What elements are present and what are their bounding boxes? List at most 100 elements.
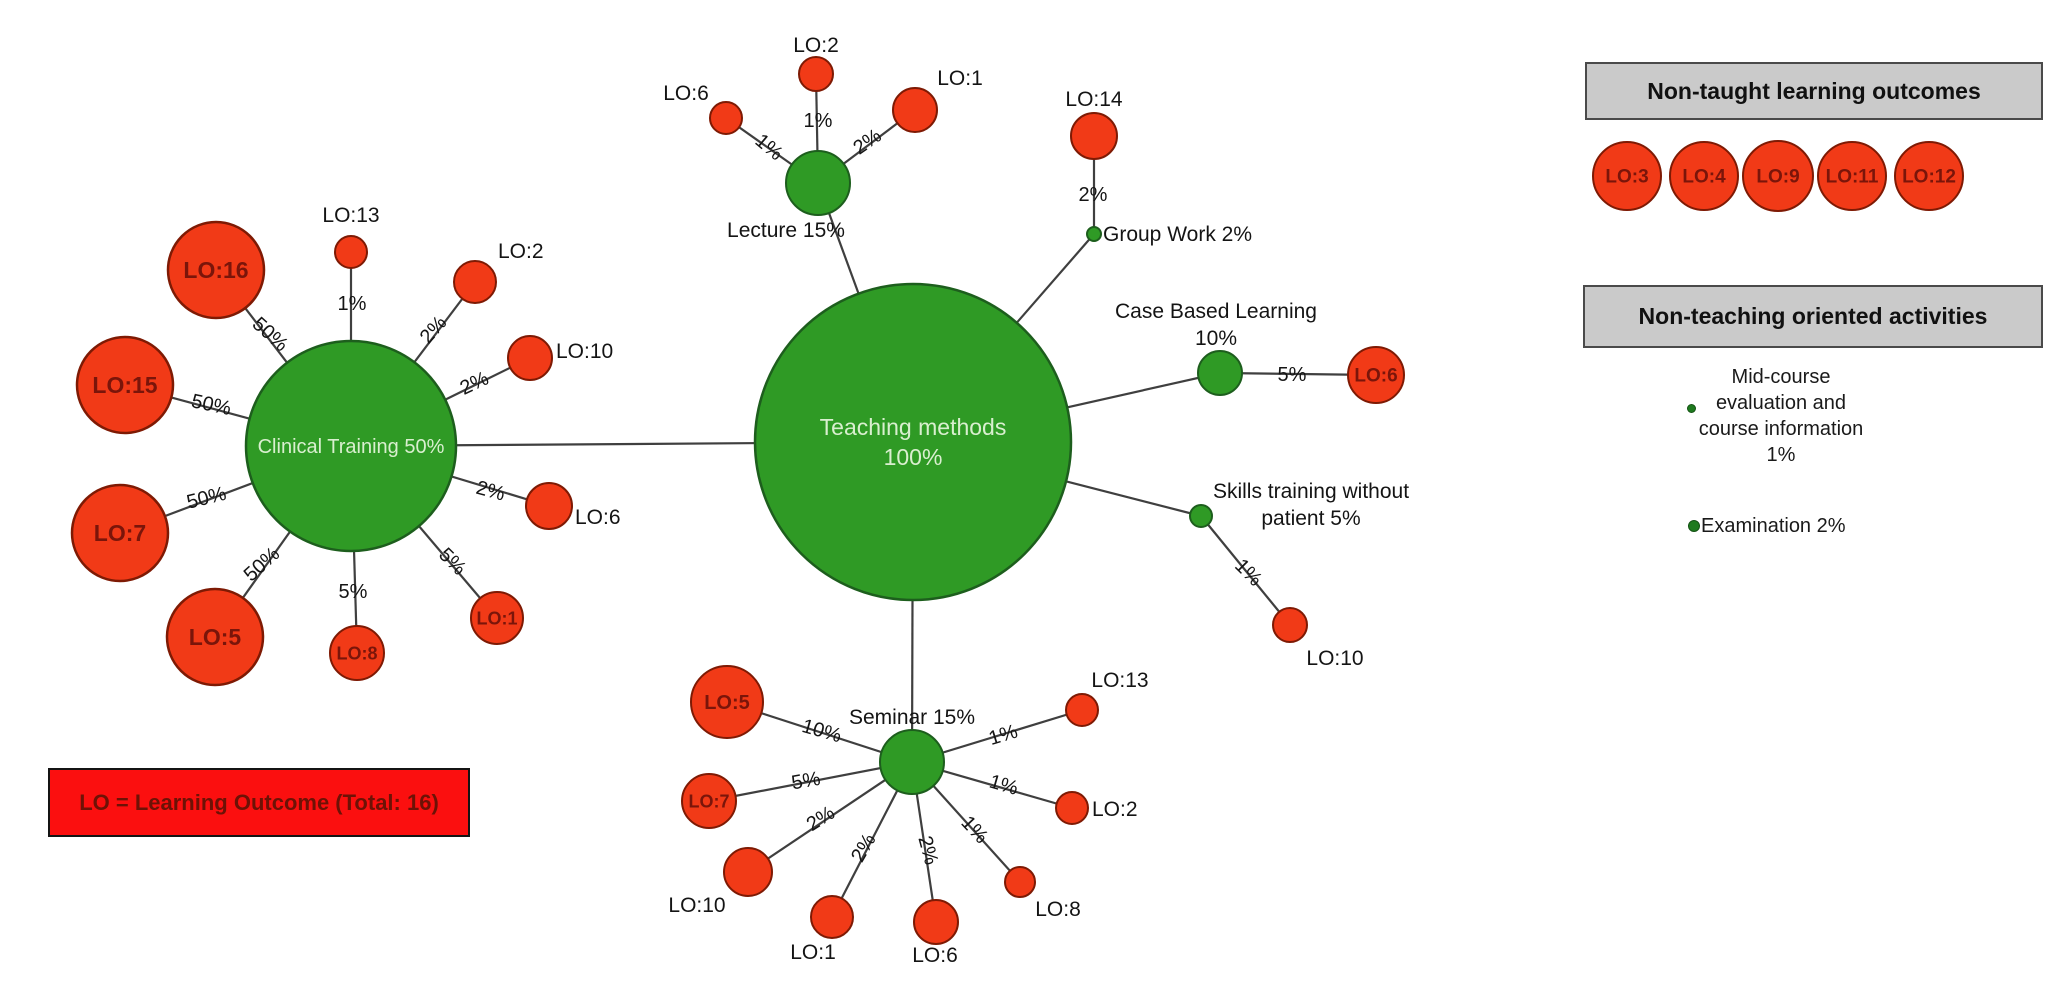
edge-label-seminar-lo5-seminar: 10% bbox=[799, 715, 844, 747]
node-teaching-methods bbox=[753, 282, 1073, 602]
node-label-lo1-clinical: LO:1 bbox=[476, 608, 517, 628]
midcourse-dot-icon bbox=[1687, 404, 1696, 413]
node-skills-training bbox=[1189, 504, 1213, 528]
node-seminar bbox=[879, 729, 945, 795]
node-label-lo10-clinical: LO:10 bbox=[556, 340, 613, 363]
node-lo9-panel bbox=[1742, 140, 1814, 212]
edge-label-clinical-training-lo8-clinical: 5% bbox=[339, 581, 368, 603]
edge-label-clinical-training-lo13-clinical: 1% bbox=[338, 293, 367, 315]
node-label-lo10-skills: LO:10 bbox=[1306, 647, 1363, 670]
node-lo1-lecture bbox=[892, 87, 938, 133]
node-label-lo15-clinical: LO:15 bbox=[92, 372, 157, 398]
edge-label-seminar-lo7-seminar: 5% bbox=[790, 768, 823, 795]
examination-item: Examination 2% bbox=[1688, 514, 1846, 538]
edge-skills-training-lo10-skills bbox=[1200, 515, 1291, 626]
node-lo6-clinical bbox=[525, 482, 573, 530]
node-label-case-based-learning: Case Based Learning 10% bbox=[1115, 300, 1317, 350]
node-label-lo5-clinical: LO:5 bbox=[189, 624, 242, 650]
node-lo2-seminar bbox=[1055, 791, 1089, 825]
examination-dot-icon bbox=[1688, 520, 1700, 532]
node-lo2-lecture bbox=[798, 56, 834, 92]
node-lo11-panel bbox=[1817, 141, 1887, 211]
node-lo12-panel bbox=[1894, 141, 1964, 211]
node-lo1-clinical bbox=[470, 591, 524, 645]
node-label-lecture: Lecture 15% bbox=[727, 219, 845, 242]
node-label-lo1-seminar: LO:1 bbox=[790, 941, 836, 964]
examination-label: Examination 2% bbox=[1701, 514, 1846, 537]
node-label-lo12-panel: LO:12 bbox=[1902, 167, 1956, 188]
node-label-lo2-lecture: LO:2 bbox=[793, 34, 839, 57]
node-label-clinical-training: Clinical Training 50% bbox=[258, 436, 445, 458]
edge-label-lecture-lo6-lecture: 1% bbox=[751, 130, 787, 166]
edge-label-group-work-lo14: 2% bbox=[1079, 184, 1108, 206]
node-lo10-seminar bbox=[723, 847, 773, 897]
node-label-lo14: LO:14 bbox=[1065, 88, 1123, 111]
node-label-skills-training: Skills training without patient 5% bbox=[1213, 480, 1409, 530]
edge-label-clinical-training-lo15-clinical: 50% bbox=[189, 390, 233, 420]
node-lo6-seminar bbox=[913, 899, 959, 945]
node-lo6-case bbox=[1347, 346, 1405, 404]
node-lo7-clinical bbox=[70, 483, 170, 583]
edge-label-clinical-training-lo2-clinical: 2% bbox=[416, 312, 452, 348]
node-label-lo2-clinical: LO:2 bbox=[498, 240, 544, 263]
node-lo10-skills bbox=[1272, 607, 1308, 643]
node-label-lo7-seminar: LO:7 bbox=[688, 791, 729, 811]
node-label-lo7-clinical: LO:7 bbox=[94, 520, 146, 546]
non-teaching-activities-header: Non-teaching oriented activities bbox=[1583, 285, 2043, 348]
node-lo3-panel bbox=[1592, 141, 1662, 211]
node-label-lo13-seminar: LO:13 bbox=[1091, 669, 1148, 692]
node-label-lo10-seminar: LO:10 bbox=[668, 894, 725, 917]
edge-label-lecture-lo2-lecture: 1% bbox=[804, 110, 833, 132]
node-label-lo9-panel: LO:9 bbox=[1756, 167, 1799, 188]
midcourse-evaluation-item: Mid-course evaluation and course informa… bbox=[1681, 364, 1881, 468]
node-label-lo13-clinical: LO:13 bbox=[322, 204, 379, 227]
node-label-lo4-panel: LO:4 bbox=[1682, 167, 1726, 188]
node-lo16-clinical bbox=[166, 220, 266, 320]
node-label-lo8-seminar: LO:8 bbox=[1035, 898, 1081, 921]
node-lecture bbox=[785, 150, 851, 216]
node-lo8-seminar bbox=[1004, 866, 1036, 898]
node-lo4-panel bbox=[1669, 141, 1739, 211]
node-lo7-seminar bbox=[681, 773, 737, 829]
node-clinical-training bbox=[244, 339, 458, 553]
edge-label-clinical-training-lo6-clinical: 2% bbox=[474, 477, 508, 506]
midcourse-line-2: evaluation and bbox=[1715, 392, 1847, 414]
node-label-lo16-clinical: LO:16 bbox=[183, 257, 248, 283]
node-lo5-seminar bbox=[690, 665, 764, 739]
node-lo15-clinical bbox=[75, 335, 175, 435]
edge-label-seminar-lo13-seminar: 1% bbox=[986, 720, 1020, 750]
edge-label-seminar-lo2-seminar: 1% bbox=[987, 771, 1021, 800]
node-label-seminar: Seminar 15% bbox=[849, 706, 975, 729]
node-label-lo8-clinical: LO:8 bbox=[336, 643, 377, 663]
node-lo1-seminar bbox=[810, 895, 854, 939]
edge-label-seminar-lo6-seminar: 2% bbox=[913, 834, 942, 868]
node-label-lo1-lecture: LO:1 bbox=[937, 67, 983, 90]
non-taught-outcomes-header: Non-taught learning outcomes bbox=[1585, 62, 2043, 120]
node-label-lo6-lecture: LO:6 bbox=[663, 82, 709, 105]
node-lo14 bbox=[1070, 112, 1118, 160]
node-case-based-learning bbox=[1197, 350, 1243, 396]
node-lo5-clinical bbox=[165, 587, 265, 687]
node-label-group-work: Group Work 2% bbox=[1103, 223, 1252, 246]
node-lo8-clinical bbox=[329, 625, 385, 681]
midcourse-line-1: Mid-course bbox=[1731, 366, 1831, 388]
edge-label-seminar-lo1-seminar: 2% bbox=[847, 830, 881, 866]
node-group-work bbox=[1086, 226, 1102, 242]
node-lo10-clinical bbox=[507, 335, 553, 381]
nodes-layer bbox=[70, 56, 1964, 945]
edge-label-clinical-training-lo10-clinical: 2% bbox=[457, 367, 493, 399]
midcourse-line-4: 1% bbox=[1766, 444, 1796, 466]
edge-label-clinical-training-lo7-clinical: 50% bbox=[184, 483, 228, 514]
node-lo13-clinical bbox=[334, 235, 368, 269]
node-lo13-seminar bbox=[1065, 693, 1099, 727]
node-label-lo6-clinical: LO:6 bbox=[575, 506, 621, 529]
lo-legend-box: LO = Learning Outcome (Total: 16) bbox=[48, 768, 470, 837]
node-lo6-lecture bbox=[709, 101, 743, 135]
node-label-teaching-methods: Teaching methods 100% bbox=[820, 414, 1007, 470]
edge-seminar-lo7-seminar bbox=[708, 760, 913, 803]
node-label-lo3-panel: LO:3 bbox=[1605, 167, 1648, 188]
node-label-lo2-seminar: LO:2 bbox=[1092, 798, 1138, 821]
edge-label-case-based-learning-lo6-case: 5% bbox=[1278, 364, 1307, 386]
